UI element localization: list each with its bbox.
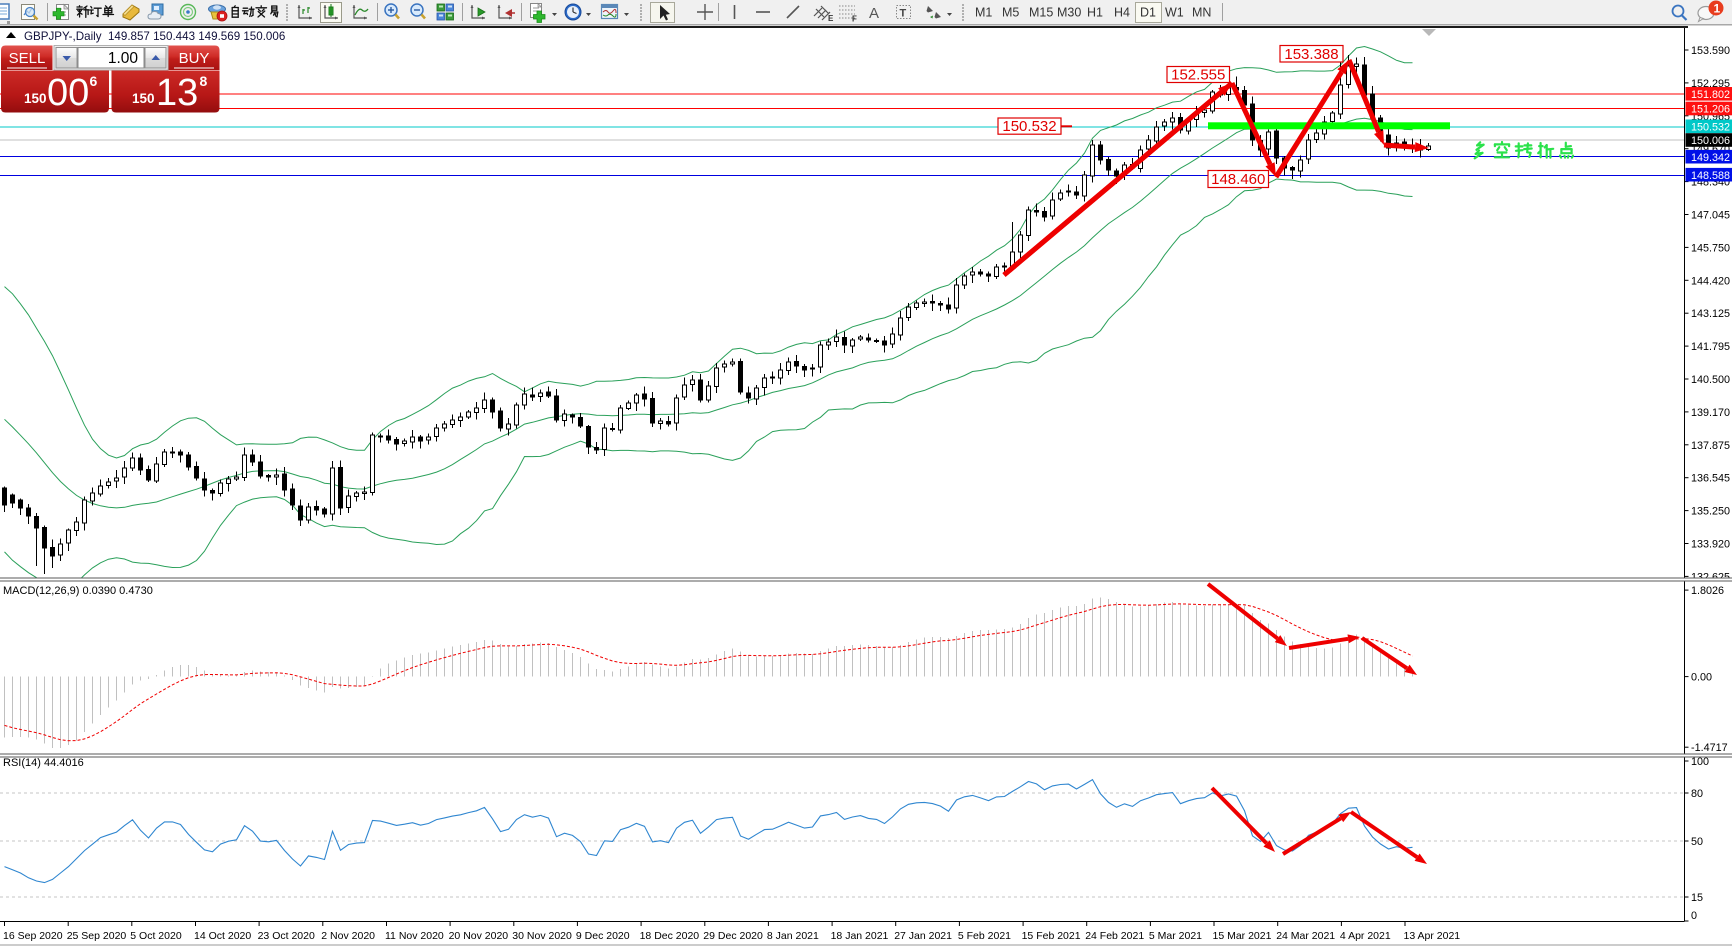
svg-text:147.045: 147.045 (1691, 210, 1730, 222)
svg-text:18 Jan 2021: 18 Jan 2021 (831, 930, 889, 942)
svg-text:30 Nov 2020: 30 Nov 2020 (512, 930, 572, 942)
svg-text:148.588: 148.588 (1691, 170, 1730, 182)
svg-text:9 Dec 2020: 9 Dec 2020 (576, 930, 630, 942)
svg-text:150.532: 150.532 (1691, 122, 1730, 134)
svg-text:H1: H1 (1087, 6, 1103, 20)
svg-text:133.920: 133.920 (1691, 539, 1730, 551)
svg-text:23 Oct 2020: 23 Oct 2020 (258, 930, 315, 942)
svg-text:13: 13 (156, 72, 198, 114)
svg-text:137.875: 137.875 (1691, 440, 1730, 452)
svg-text:29 Dec 2020: 29 Dec 2020 (703, 930, 763, 942)
svg-text:16 Sep 2020: 16 Sep 2020 (3, 930, 63, 942)
svg-text:E: E (828, 14, 834, 23)
svg-text:150.006: 150.006 (1691, 135, 1730, 147)
svg-text:151.206: 151.206 (1691, 104, 1730, 116)
svg-text:5 Mar 2021: 5 Mar 2021 (1149, 930, 1202, 942)
svg-text:M15: M15 (1029, 6, 1053, 20)
svg-text:150: 150 (24, 91, 47, 106)
svg-text:14 Oct 2020: 14 Oct 2020 (194, 930, 251, 942)
svg-text:152.555: 152.555 (1171, 67, 1225, 84)
svg-text:135.250: 135.250 (1691, 506, 1730, 518)
svg-text:W1: W1 (1165, 6, 1184, 20)
svg-text:MN: MN (1192, 6, 1211, 20)
svg-text:BUY: BUY (179, 50, 210, 67)
svg-text:4 Apr 2021: 4 Apr 2021 (1340, 930, 1391, 942)
svg-text:2 Nov 2020: 2 Nov 2020 (321, 930, 375, 942)
svg-text:MACD(12,26,9) 0.0390 0.4730: MACD(12,26,9) 0.0390 0.4730 (3, 585, 153, 597)
svg-text:80: 80 (1691, 788, 1703, 800)
svg-text:139.170: 139.170 (1691, 407, 1730, 419)
svg-text:13 Apr 2021: 13 Apr 2021 (1404, 930, 1461, 942)
svg-text:24 Feb 2021: 24 Feb 2021 (1085, 930, 1144, 942)
svg-text:RSI(14) 44.4016: RSI(14) 44.4016 (3, 757, 84, 769)
svg-text:50: 50 (1691, 836, 1703, 848)
svg-text:151.802: 151.802 (1691, 89, 1730, 101)
svg-text:20 Nov 2020: 20 Nov 2020 (449, 930, 509, 942)
svg-text:SELL: SELL (9, 50, 46, 67)
svg-text:136.545: 136.545 (1691, 473, 1730, 485)
svg-text:150.532: 150.532 (1002, 118, 1056, 135)
svg-text:6: 6 (90, 73, 98, 89)
svg-text:15: 15 (1691, 892, 1703, 904)
svg-text:144.420: 144.420 (1691, 275, 1730, 287)
svg-text:8: 8 (200, 73, 208, 89)
svg-text:M1: M1 (975, 6, 992, 20)
svg-text:M5: M5 (1002, 6, 1019, 20)
svg-text:150: 150 (132, 91, 155, 106)
svg-text:27 Jan 2021: 27 Jan 2021 (894, 930, 952, 942)
svg-text:15 Mar 2021: 15 Mar 2021 (1213, 930, 1272, 942)
svg-text:145.750: 145.750 (1691, 242, 1730, 254)
svg-text:0: 0 (1691, 910, 1697, 922)
svg-text:M30: M30 (1057, 6, 1081, 20)
svg-text:25 Sep 2020: 25 Sep 2020 (67, 930, 127, 942)
svg-text:153.388: 153.388 (1284, 46, 1338, 63)
svg-text:132.625: 132.625 (1691, 571, 1730, 583)
svg-text:152.295: 152.295 (1691, 78, 1730, 90)
svg-text:153.590: 153.590 (1691, 45, 1730, 57)
svg-text:GBPJPY-,Daily 149.857 150.443: GBPJPY-,Daily 149.857 150.443 149.569 15… (24, 30, 285, 43)
svg-text:5 Oct 2020: 5 Oct 2020 (130, 930, 182, 942)
svg-text:8 Jan 2021: 8 Jan 2021 (767, 930, 819, 942)
svg-text:-1.4717: -1.4717 (1691, 742, 1728, 754)
svg-text:100: 100 (1691, 756, 1709, 768)
svg-text:148.460: 148.460 (1211, 171, 1265, 188)
svg-text:5 Feb 2021: 5 Feb 2021 (958, 930, 1011, 942)
svg-text:24 Mar 2021: 24 Mar 2021 (1276, 930, 1335, 942)
svg-text:18 Dec 2020: 18 Dec 2020 (640, 930, 700, 942)
svg-text:00: 00 (47, 72, 89, 114)
svg-text:T: T (900, 8, 907, 20)
svg-text:F: F (852, 15, 857, 24)
svg-text:H4: H4 (1114, 6, 1130, 20)
svg-text:15 Feb 2021: 15 Feb 2021 (1022, 930, 1081, 942)
svg-text:1.00: 1.00 (108, 50, 139, 67)
svg-text:11 Nov 2020: 11 Nov 2020 (385, 930, 444, 942)
svg-text:D1: D1 (1140, 6, 1156, 20)
svg-text:140.500: 140.500 (1691, 374, 1730, 386)
svg-text:1.8026: 1.8026 (1691, 585, 1724, 597)
svg-text:149.342: 149.342 (1691, 152, 1730, 164)
svg-text:141.795: 141.795 (1691, 341, 1730, 353)
svg-text:143.125: 143.125 (1691, 308, 1730, 320)
svg-text:A: A (869, 5, 879, 22)
svg-text:1: 1 (1714, 2, 1721, 16)
svg-text:0.00: 0.00 (1691, 672, 1712, 684)
